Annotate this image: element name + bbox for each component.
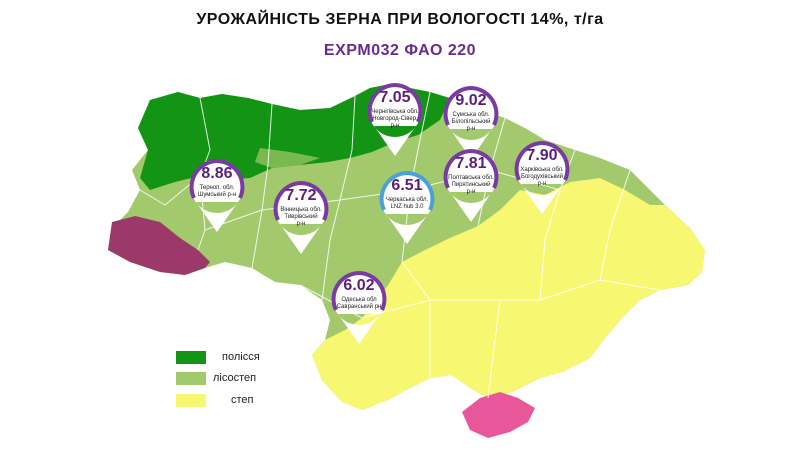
marker-pin-icon xyxy=(367,83,423,156)
marker-suffix: р-н xyxy=(466,126,476,132)
legend-swatch-lisostep xyxy=(176,372,206,385)
marker-value: 7.05 xyxy=(379,89,411,106)
marker-pin-icon xyxy=(443,149,499,222)
marker-value: 9.02 xyxy=(455,92,487,109)
map-title: УРОЖАЙНІСТЬ ЗЕРНА ПРИ ВОЛОГОСТІ 14%, т/г… xyxy=(196,11,604,28)
marker-kharkiv[interactable]: 7.90 Харківська обл. Богодухівський р-н xyxy=(513,140,571,218)
marker-chernihiv[interactable]: 7.05 Чернігівська обл. Новгород-Сівер. р… xyxy=(366,82,424,160)
marker-region: Терноп. обл. xyxy=(199,185,235,191)
polissia-band xyxy=(255,148,320,168)
marker-value: 8.86 xyxy=(201,165,233,182)
marker-pin-icon xyxy=(514,141,570,214)
marker-poltava[interactable]: 7.81 Полтавська обл. Пирятинський р-н xyxy=(442,148,500,226)
marker-suffix: р-н xyxy=(390,123,400,129)
marker-district: LNZ hub 3.0 xyxy=(390,204,424,210)
marker-region: Чернігівська обл. xyxy=(371,109,419,115)
step-zone xyxy=(312,178,705,410)
marker-vinnytsia[interactable]: 7.72 Вінницька обл. Тиврівський р-н xyxy=(272,180,330,258)
marker-suffix: р-н xyxy=(466,189,476,195)
marker-pin-icon xyxy=(273,181,329,254)
marker-district: Тиврівський xyxy=(284,214,318,220)
marker-value: 6.51 xyxy=(391,177,423,194)
marker-pin-icon xyxy=(331,271,387,344)
legend-swatch-polissia xyxy=(176,351,206,364)
crimea-zone xyxy=(462,392,535,438)
marker-region: Полтавська обл. xyxy=(448,175,494,181)
marker-region: Вінницька обл. xyxy=(280,207,322,213)
marker-value: 7.72 xyxy=(285,187,317,204)
legend-label-lisostep: лісостеп xyxy=(213,372,257,384)
marker-district: Шумський р-н xyxy=(197,192,237,198)
marker-value: 7.81 xyxy=(455,155,487,172)
marker-value: 6.02 xyxy=(343,277,375,294)
marker-odesa[interactable]: 6.02 Одеська обл Савранський рн xyxy=(330,270,388,348)
marker-sumy[interactable]: 9.02 Сумська обл. Білопільський р-н xyxy=(442,85,500,163)
marker-region: Одеська обл xyxy=(341,297,377,303)
marker-district: Савранський рн xyxy=(336,304,382,310)
legend-label-polissia: полісся xyxy=(222,351,260,363)
marker-suffix: р-н xyxy=(537,181,547,187)
legend-swatch-step xyxy=(176,394,206,407)
west-zone xyxy=(108,216,210,275)
marker-district: Білопільський xyxy=(451,119,491,125)
marker-district: Новгород-Сівер. xyxy=(372,116,418,122)
marker-suffix: р-н xyxy=(296,221,306,227)
marker-pin-icon xyxy=(443,86,499,159)
marker-pin-icon xyxy=(189,159,245,232)
marker-region: Черкаська обл. xyxy=(385,197,429,203)
marker-cherkasy[interactable]: 6.51 Черкаська обл. LNZ hub 3.0 xyxy=(378,170,436,248)
marker-district: Пирятинський xyxy=(451,182,491,188)
marker-ternopil[interactable]: 8.86 Терноп. обл. Шумський р-н xyxy=(188,158,246,236)
map-subtitle: EXPM032 ФАО 220 xyxy=(323,42,477,59)
marker-district: Богодухівський xyxy=(521,174,563,180)
marker-pin-icon xyxy=(379,171,435,244)
legend-label-step: степ xyxy=(231,394,254,406)
marker-value: 7.90 xyxy=(526,147,558,164)
marker-region: Харківська обл. xyxy=(520,167,564,173)
marker-region: Сумська обл. xyxy=(452,112,490,118)
